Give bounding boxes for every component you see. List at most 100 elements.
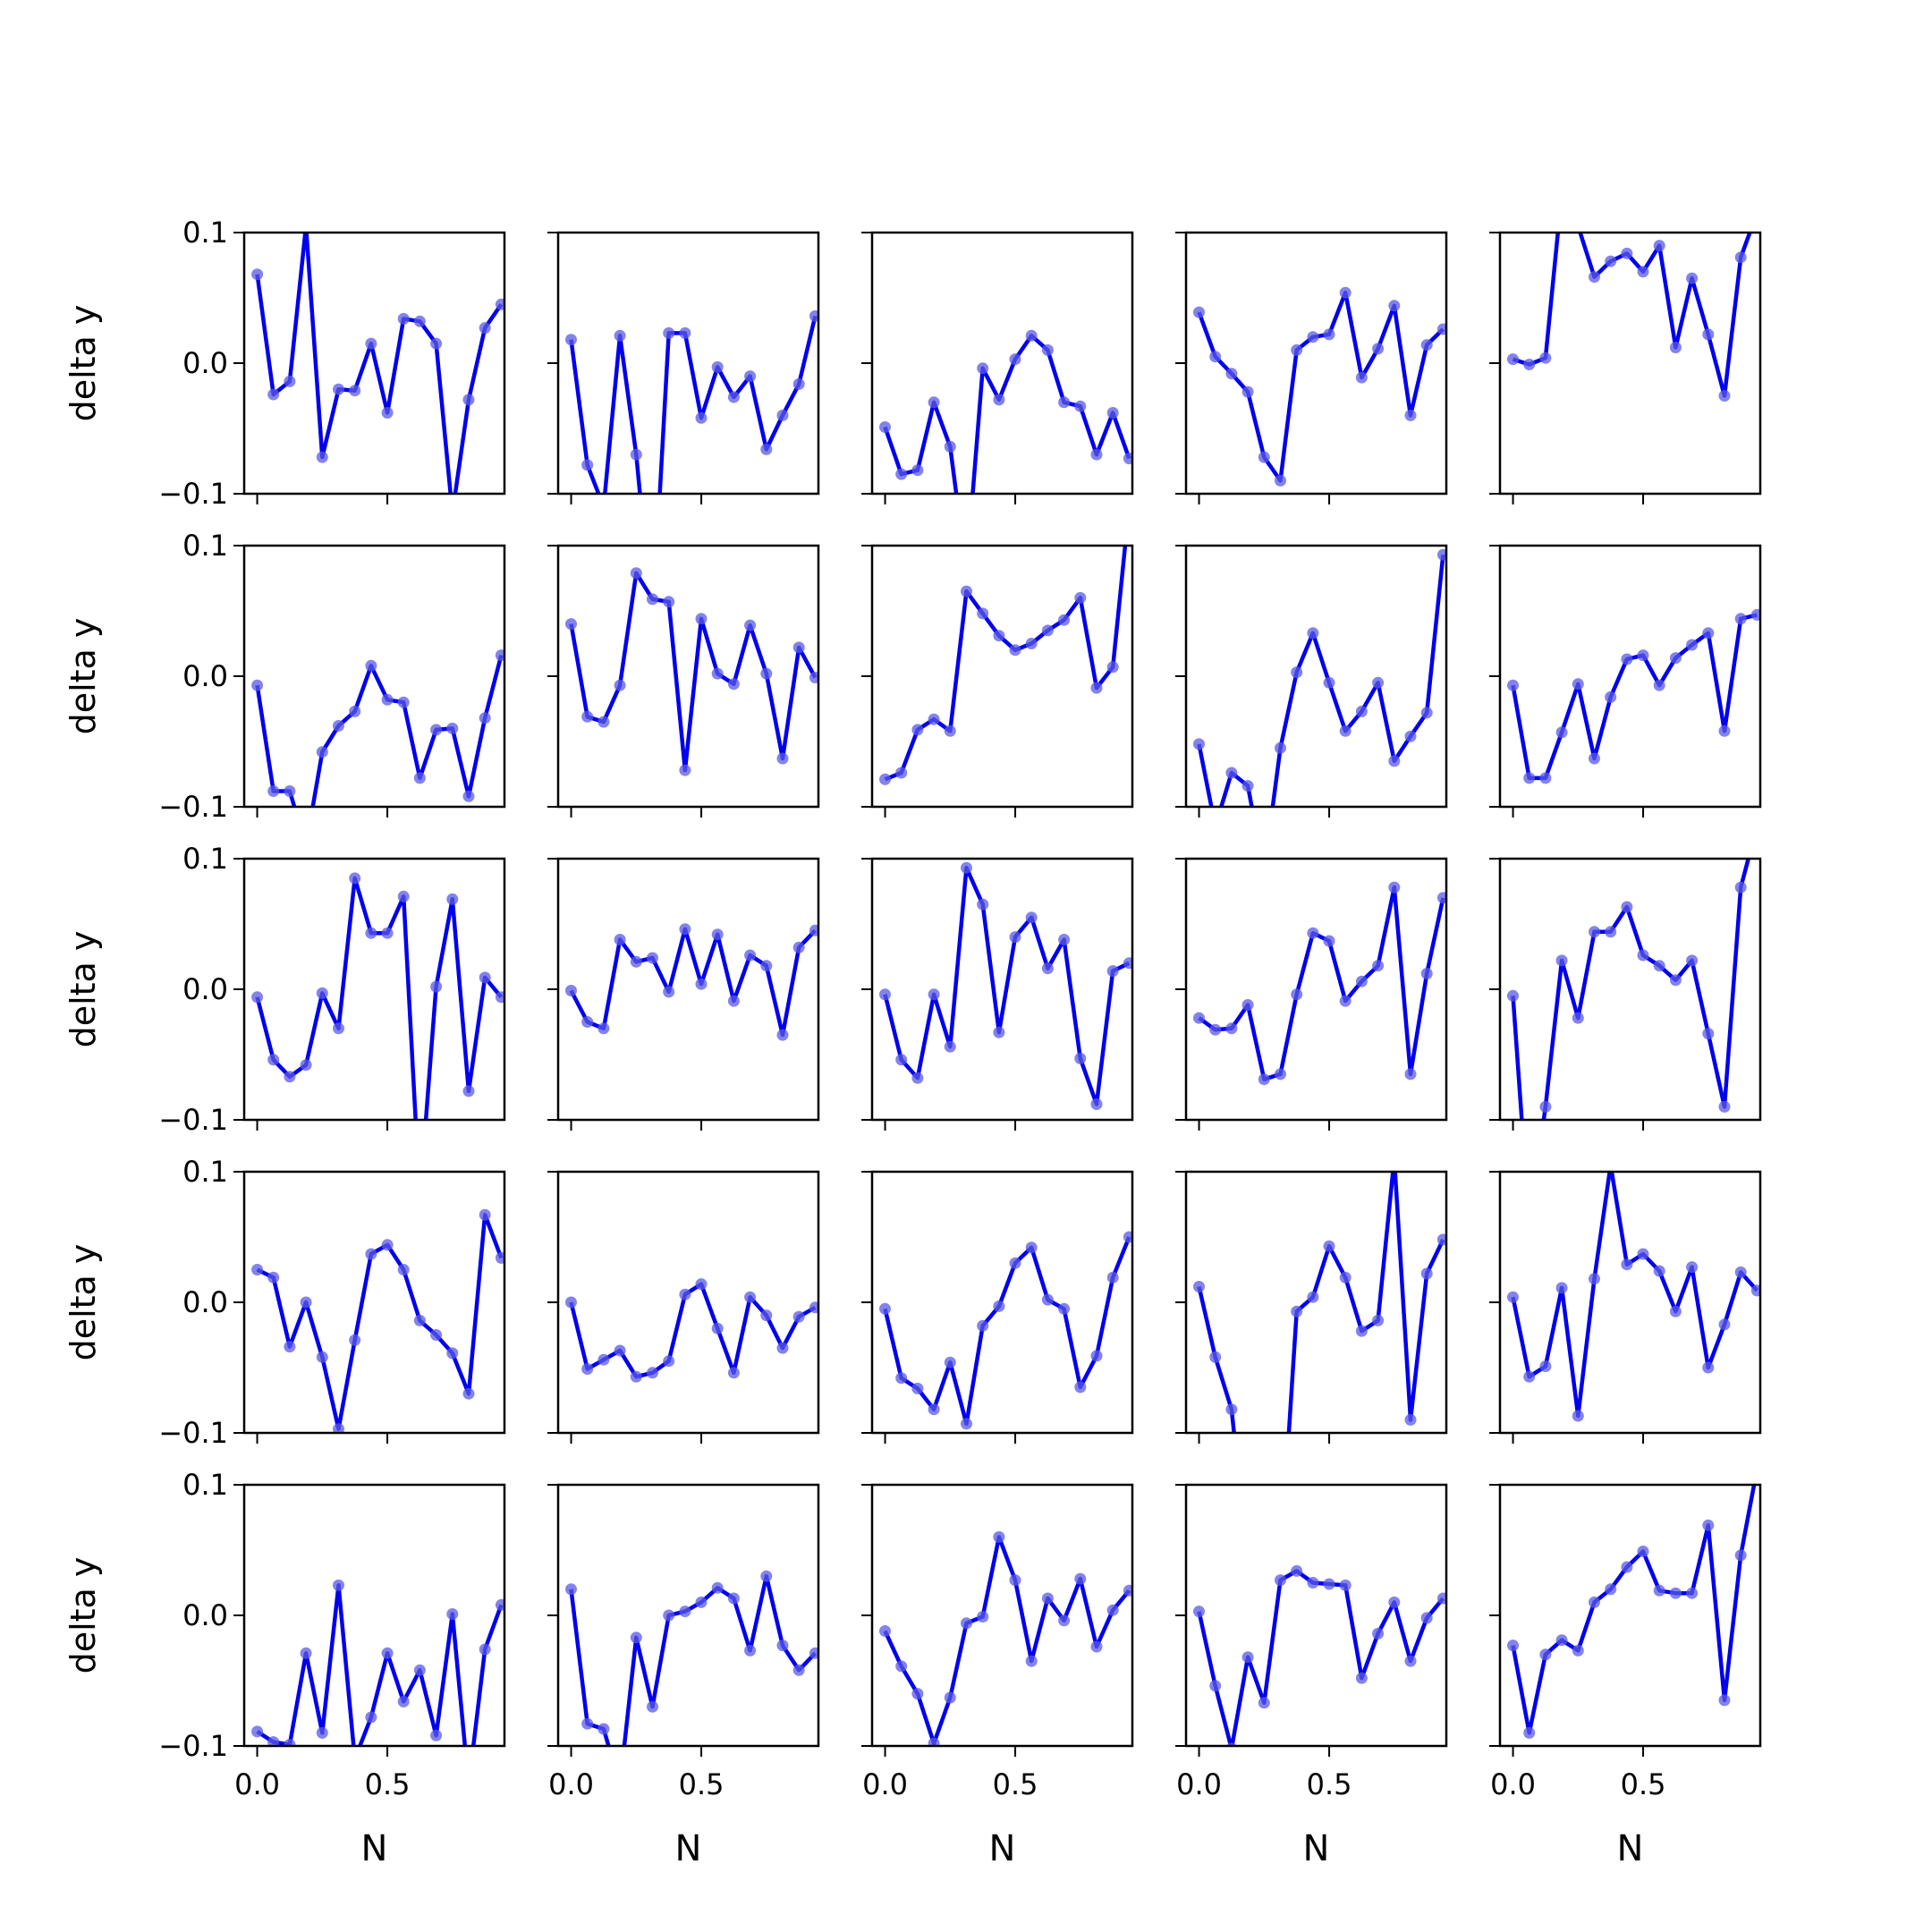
data-point (1291, 666, 1303, 679)
x-tick-label: 0.5 (1307, 1767, 1352, 1801)
series-line (1512, 233, 1752, 398)
data-point (597, 1723, 610, 1735)
data-point (744, 1291, 757, 1303)
data-point (581, 1717, 594, 1730)
data-point (792, 941, 805, 953)
series-group (879, 1530, 1132, 1746)
data-point (1323, 1578, 1335, 1590)
data-point (977, 362, 989, 375)
data-point (1372, 676, 1385, 689)
data-point (1621, 901, 1633, 913)
axes-frame (1184, 544, 1448, 809)
data-point (1669, 974, 1682, 987)
data-point (944, 1040, 956, 1053)
data-point (1307, 1291, 1319, 1303)
data-point (1388, 755, 1401, 767)
data-point (1539, 1360, 1552, 1372)
data-point (614, 934, 626, 945)
x-axis-label: N (1617, 1828, 1644, 1869)
data-point (1436, 323, 1446, 335)
x-axis-label: N (989, 1828, 1016, 1869)
data-point (760, 443, 773, 455)
data-point (267, 785, 280, 797)
data-point (1323, 676, 1335, 689)
data-point (1507, 679, 1519, 691)
data-point (1209, 820, 1221, 832)
data-point (1074, 400, 1087, 412)
data-point (1241, 386, 1254, 398)
data-point (961, 861, 972, 874)
data-point (1058, 1302, 1071, 1315)
data-point (1193, 738, 1205, 750)
data-point (879, 1302, 891, 1315)
x-tick-label: 0.0 (234, 1767, 280, 1801)
y-tick-label: −0.1 (158, 477, 228, 511)
data-point (1507, 989, 1519, 1002)
data-point (1372, 1627, 1385, 1640)
data-point (495, 649, 504, 662)
series-line (569, 1282, 817, 1379)
data-point (1539, 1648, 1552, 1661)
y-axis-label: delta y (64, 1244, 103, 1361)
data-point (284, 375, 296, 387)
data-point (1090, 448, 1103, 461)
data-point (1750, 1284, 1760, 1297)
data-point (1605, 691, 1617, 703)
data-point (879, 988, 891, 1001)
data-point (961, 566, 972, 578)
data-point (630, 567, 642, 580)
x-tick-label: 0.0 (862, 1767, 908, 1801)
data-point (397, 312, 410, 325)
subplot-r2-c5 (1489, 544, 1762, 818)
data-point (1734, 613, 1747, 625)
data-point (1291, 1305, 1303, 1318)
data-point (679, 326, 691, 339)
subplot-r5-c2: 0.0 0.5 N (547, 1483, 820, 1869)
data-point (365, 659, 377, 672)
data-point (1339, 286, 1352, 299)
data-point (1307, 627, 1319, 640)
y-tick-label: −0.1 (158, 1416, 228, 1450)
data-point (1323, 1240, 1335, 1252)
data-point (1307, 1577, 1319, 1589)
axes-frame (556, 1170, 820, 1435)
data-point (711, 667, 724, 680)
data-point (414, 1192, 426, 1204)
data-point (251, 991, 264, 1004)
data-point (1372, 960, 1385, 972)
data-point (1074, 591, 1087, 604)
series-line (883, 334, 1131, 494)
series-line (255, 655, 504, 807)
subplot-r2-c2 (547, 544, 820, 818)
series-group (1193, 1564, 1446, 1746)
data-point (251, 679, 264, 691)
axes-frame (1498, 544, 1762, 809)
data-point (1669, 652, 1682, 665)
data-point (581, 1016, 594, 1028)
data-point (928, 988, 940, 1001)
subplot-r3-c4 (1175, 857, 1448, 1131)
data-point (381, 1647, 394, 1659)
data-point (316, 987, 328, 999)
data-point (479, 1643, 491, 1656)
data-point (1637, 1248, 1649, 1260)
series-group (251, 1208, 504, 1433)
series-group (251, 872, 504, 1204)
data-point (462, 1085, 475, 1097)
series-group (565, 1278, 818, 1383)
data-point (792, 377, 805, 390)
series-line (883, 865, 1131, 1106)
series-group (565, 309, 818, 494)
data-point (1275, 1574, 1286, 1587)
data-point (1589, 1596, 1600, 1608)
data-point (1388, 300, 1401, 312)
data-point (1653, 960, 1665, 972)
data-point (413, 772, 426, 784)
data-point (1572, 1410, 1584, 1422)
y-axis-label: delta y (64, 1557, 103, 1674)
data-point (267, 1736, 280, 1746)
data-point (1404, 730, 1417, 742)
series-line (569, 571, 818, 773)
data-point (1041, 624, 1054, 637)
data-point (760, 667, 773, 680)
